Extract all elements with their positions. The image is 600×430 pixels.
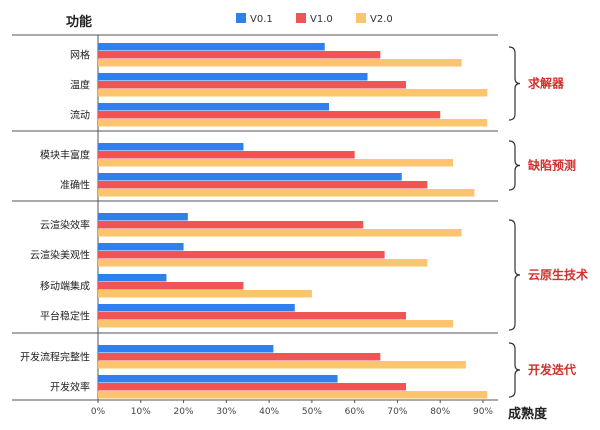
x-tick-label: 80%	[430, 407, 450, 417]
x-tick-label: 70%	[387, 407, 407, 417]
category-label: 云渲染效率	[40, 219, 90, 232]
group-label: 缺陷预测	[528, 158, 576, 173]
bar-V2.0-1	[98, 59, 462, 67]
group-label: 开发迭代	[528, 362, 576, 377]
category-label: 开发流程完整性	[20, 351, 90, 364]
group-bracket	[508, 219, 521, 331]
x-tick-label: 50%	[302, 407, 322, 417]
group-bracket	[508, 342, 521, 398]
x-axis-title: 成熟度	[508, 406, 548, 422]
bar-V1.0-7	[98, 251, 385, 259]
legend-swatch-V0.1	[236, 13, 246, 23]
bar-V2.0-9	[98, 320, 454, 328]
x-tick-label: 20%	[174, 407, 194, 417]
x-tick-label: 0%	[91, 407, 106, 417]
bar-V2.0-7	[98, 259, 428, 267]
group-bracket	[508, 46, 521, 121]
bar-V1.0-6	[98, 221, 364, 229]
bar-V2.0-5	[98, 189, 475, 197]
bar-V1.0-5	[98, 181, 428, 189]
x-tick-label: 10%	[131, 407, 151, 417]
bar-V0.1-10	[98, 345, 274, 353]
bar-V1.0-4	[98, 151, 355, 159]
x-tick-label: 30%	[216, 407, 236, 417]
bar-V0.1-9	[98, 304, 295, 312]
category-label: 云渲染美观性	[30, 249, 90, 262]
bar-V0.1-7	[98, 243, 184, 251]
group-label: 求解器	[528, 76, 565, 91]
bar-V0.1-4	[98, 143, 244, 151]
legend-swatch-V1.0	[296, 13, 306, 23]
legend-label-V2.0: V2.0	[370, 14, 393, 25]
bar-V2.0-8	[98, 290, 312, 298]
bar-V2.0-11	[98, 391, 488, 399]
x-tick-label: 40%	[259, 407, 279, 417]
x-axis-ticks: 0% 10% 20% 30% 40% 50% 60% 70% 80% 90%	[91, 400, 493, 417]
plot-area	[12, 34, 498, 401]
bar-V2.0-3	[98, 119, 488, 127]
group-bracket	[508, 140, 521, 191]
bar-V0.1-6	[98, 213, 188, 221]
bar-V0.1-3	[98, 103, 329, 111]
category-label: 平台稳定性	[40, 310, 90, 323]
bar-V2.0-6	[98, 229, 462, 237]
bar-V0.1-1	[98, 43, 325, 51]
bar-V1.0-10	[98, 353, 381, 361]
x-tick-label: 90%	[473, 407, 493, 417]
bar-V2.0-4	[98, 159, 454, 167]
bar-V1.0-8	[98, 282, 244, 290]
bar-V0.1-2	[98, 73, 368, 81]
bar-V0.1-8	[98, 274, 167, 282]
category-label: 开发效率	[50, 381, 90, 394]
category-labels: 网格温度流动模块丰富度准确性云渲染效率云渲染美观性移动端集成平台稳定性开发流程完…	[20, 49, 90, 394]
legend-label-V1.0: V1.0	[310, 14, 333, 25]
bar-V0.1-5	[98, 173, 402, 181]
bar-V0.1-11	[98, 375, 338, 383]
bar-V1.0-2	[98, 81, 406, 89]
bar-V2.0-2	[98, 89, 488, 97]
category-label: 网格	[70, 49, 90, 62]
legend-swatch-V2.0	[356, 13, 366, 23]
bar-V1.0-1	[98, 51, 381, 59]
legend-label-V0.1: V0.1	[250, 14, 273, 25]
category-label: 准确性	[60, 179, 90, 192]
bar-V1.0-11	[98, 383, 406, 391]
bar-V2.0-10	[98, 361, 466, 369]
category-label: 移动端集成	[40, 280, 90, 293]
y-axis-title: 功能	[66, 14, 92, 30]
category-label: 流动	[70, 109, 90, 122]
x-tick-label: 60%	[345, 407, 365, 417]
group-label: 云原生技术	[528, 267, 588, 282]
bar-V1.0-3	[98, 111, 441, 119]
bar-V1.0-9	[98, 312, 406, 320]
category-label: 模块丰富度	[40, 149, 90, 162]
category-label: 温度	[70, 79, 90, 92]
legend: V0.1 V1.0 V2.0	[236, 13, 393, 25]
